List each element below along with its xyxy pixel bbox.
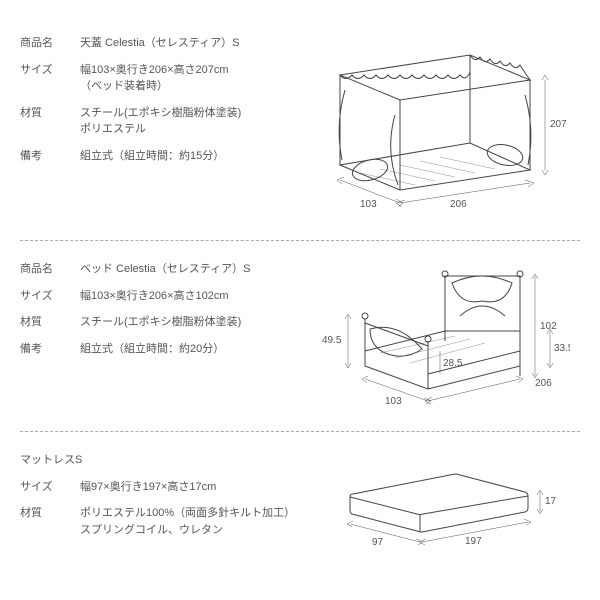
spec-table: 商品名 天蓋 Celestia（セレスティア）S サイズ 幅103×奥行き206… xyxy=(20,35,300,174)
dim-depth: 197 xyxy=(465,536,482,547)
label-material: 材質 xyxy=(20,105,80,138)
label-name: 商品名 xyxy=(20,35,80,52)
value-notes: 組立式（組立時間：約20分） xyxy=(80,341,300,358)
mattress-diagram: 17 197 97 xyxy=(300,452,580,552)
value-name: ベッド Celestia（セレスティア）S xyxy=(80,261,300,278)
value-material: スチール(エポキシ樹脂粉体塗装) xyxy=(80,314,300,331)
value-size: 幅103×奥行き206×高さ102cm xyxy=(80,288,300,305)
dim-foot: 49.5 xyxy=(322,335,342,346)
label-size: サイズ xyxy=(20,479,80,496)
product-canopy: 商品名 天蓋 Celestia（セレスティア）S サイズ 幅103×奥行き206… xyxy=(20,20,580,235)
product-mattress: マットレスS サイズ 幅97×奥行き197×高さ17cm 材質 ポリエステル10… xyxy=(20,437,580,567)
label-name: マットレスS xyxy=(20,452,82,469)
label-material: 材質 xyxy=(20,505,80,538)
spec-table: 商品名 ベッド Celestia（セレスティア）S サイズ 幅103×奥行き20… xyxy=(20,261,300,367)
dim-platform: 28.5 xyxy=(443,358,463,369)
divider xyxy=(20,431,580,432)
label-notes: 備考 xyxy=(20,341,80,358)
dim-height: 102 xyxy=(540,321,557,332)
dim-height: 17 xyxy=(545,496,557,507)
label-material: 材質 xyxy=(20,314,80,331)
value-material: ポリエステル100%（両面多針キルト加工） スプリングコイル、ウレタン xyxy=(80,505,300,538)
label-size: サイズ xyxy=(20,62,80,95)
dim-side: 33.5 xyxy=(554,343,570,354)
value-name: 天蓋 Celestia（セレスティア）S xyxy=(80,35,300,52)
spec-table: マットレスS サイズ 幅97×奥行き197×高さ17cm 材質 ポリエステル10… xyxy=(20,452,300,548)
dim-depth: 206 xyxy=(450,199,467,210)
label-size: サイズ xyxy=(20,288,80,305)
product-bed: 商品名 ベッド Celestia（セレスティア）S サイズ 幅103×奥行き20… xyxy=(20,246,580,426)
value-size: 幅97×奥行き197×高さ17cm xyxy=(80,479,300,496)
divider xyxy=(20,240,580,241)
value-material: スチール(エポキシ樹脂粉体塗装) ポリエステル xyxy=(80,105,300,138)
value-notes: 組立式（組立時間：約15分） xyxy=(80,148,300,165)
dim-width: 103 xyxy=(385,396,402,407)
dim-height: 207 xyxy=(550,119,567,130)
dim-width: 97 xyxy=(372,537,384,548)
label-name: 商品名 xyxy=(20,261,80,278)
bed-diagram: 49.5 102 33.5 206 103 28.5 xyxy=(300,261,580,411)
dim-depth: 206 xyxy=(535,378,552,389)
value-size: 幅103×奥行き206×高さ207cm （ベッド装着時） xyxy=(80,62,300,95)
dim-width: 103 xyxy=(360,199,377,210)
label-notes: 備考 xyxy=(20,148,80,165)
canopy-diagram: 207 206 103 xyxy=(300,35,580,220)
